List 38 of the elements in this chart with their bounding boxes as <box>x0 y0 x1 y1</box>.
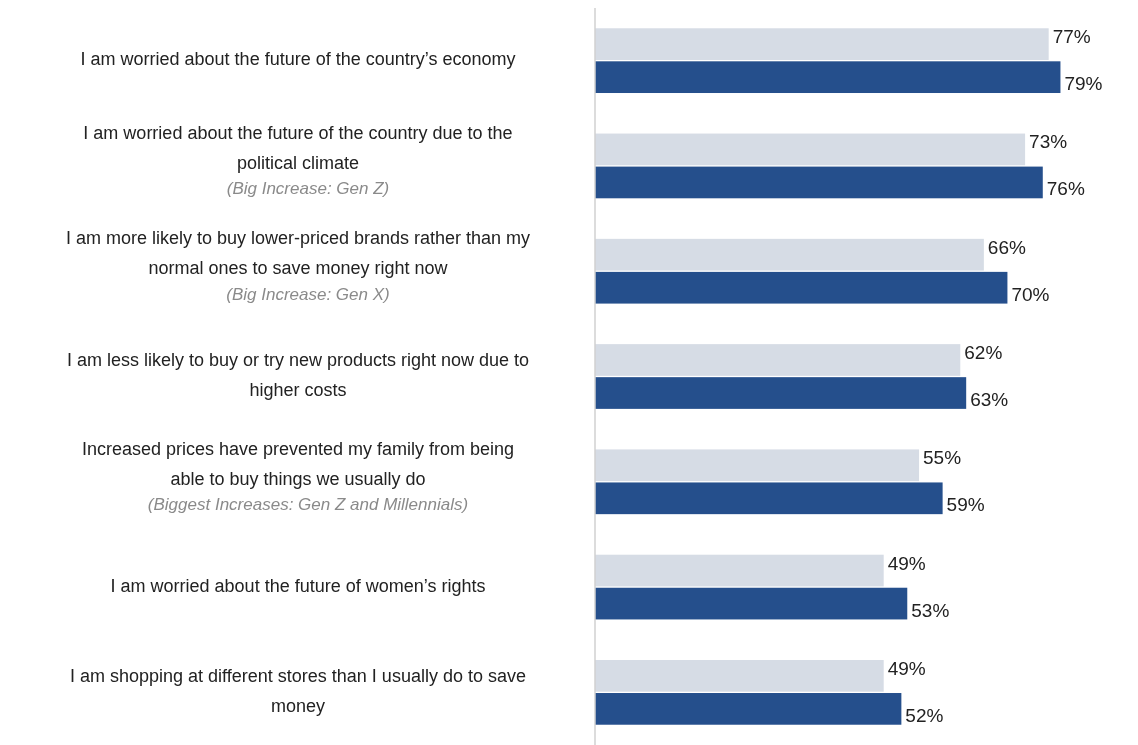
y-tick-label: I am worried about the future of the country due to the political climate <box>83 122 513 173</box>
y-tick-label: I am shopping at different stores than I usually do to save money <box>70 666 526 717</box>
y-tick-label: I am worried about the future of women’s rights <box>110 575 486 596</box>
data-label: 76% <box>1046 178 1085 200</box>
text: (Big Increase: Gen Z) <box>226 179 390 199</box>
bar <box>595 693 902 725</box>
bar <box>595 377 967 409</box>
bar <box>595 238 984 271</box>
bar <box>595 133 1026 166</box>
bar <box>595 449 920 482</box>
y-tick-label: Increased prices have prevented my family from being able to buy things we usually do <box>81 438 515 489</box>
bar <box>595 482 943 515</box>
bar <box>595 271 1008 304</box>
bar <box>595 659 884 692</box>
data-label: 77% <box>1052 26 1091 48</box>
y-tick-label: I am more likely to buy lower-priced brands rather than my normal ones to save money right now <box>65 227 531 278</box>
data-label: 63% <box>970 389 1009 411</box>
bar <box>595 61 1061 94</box>
data-label: 79% <box>1064 73 1103 95</box>
data-label: 49% <box>887 552 926 574</box>
text: (Biggest Increases: Gen Z and Millennials) <box>147 495 469 515</box>
data-label: 49% <box>887 657 926 679</box>
bar <box>595 344 961 376</box>
data-label: 66% <box>987 236 1026 258</box>
data-label: 73% <box>1029 131 1068 153</box>
bar <box>595 587 908 620</box>
y-tick-label: I am less likely to buy or try new products right now due to higher costs <box>66 350 530 401</box>
data-label: 62% <box>964 342 1003 363</box>
bar <box>595 28 1049 60</box>
text: (Big Increase: Gen X) <box>226 284 390 304</box>
data-label: 55% <box>923 447 962 469</box>
data-label: 52% <box>905 704 944 726</box>
bar <box>595 554 884 587</box>
data-label: 70% <box>1011 283 1050 305</box>
data-label: 53% <box>911 599 950 621</box>
bar <box>595 166 1043 199</box>
y-tick-label: I am worried about the future of the country’s economy <box>80 49 516 70</box>
data-label: 59% <box>946 494 985 516</box>
